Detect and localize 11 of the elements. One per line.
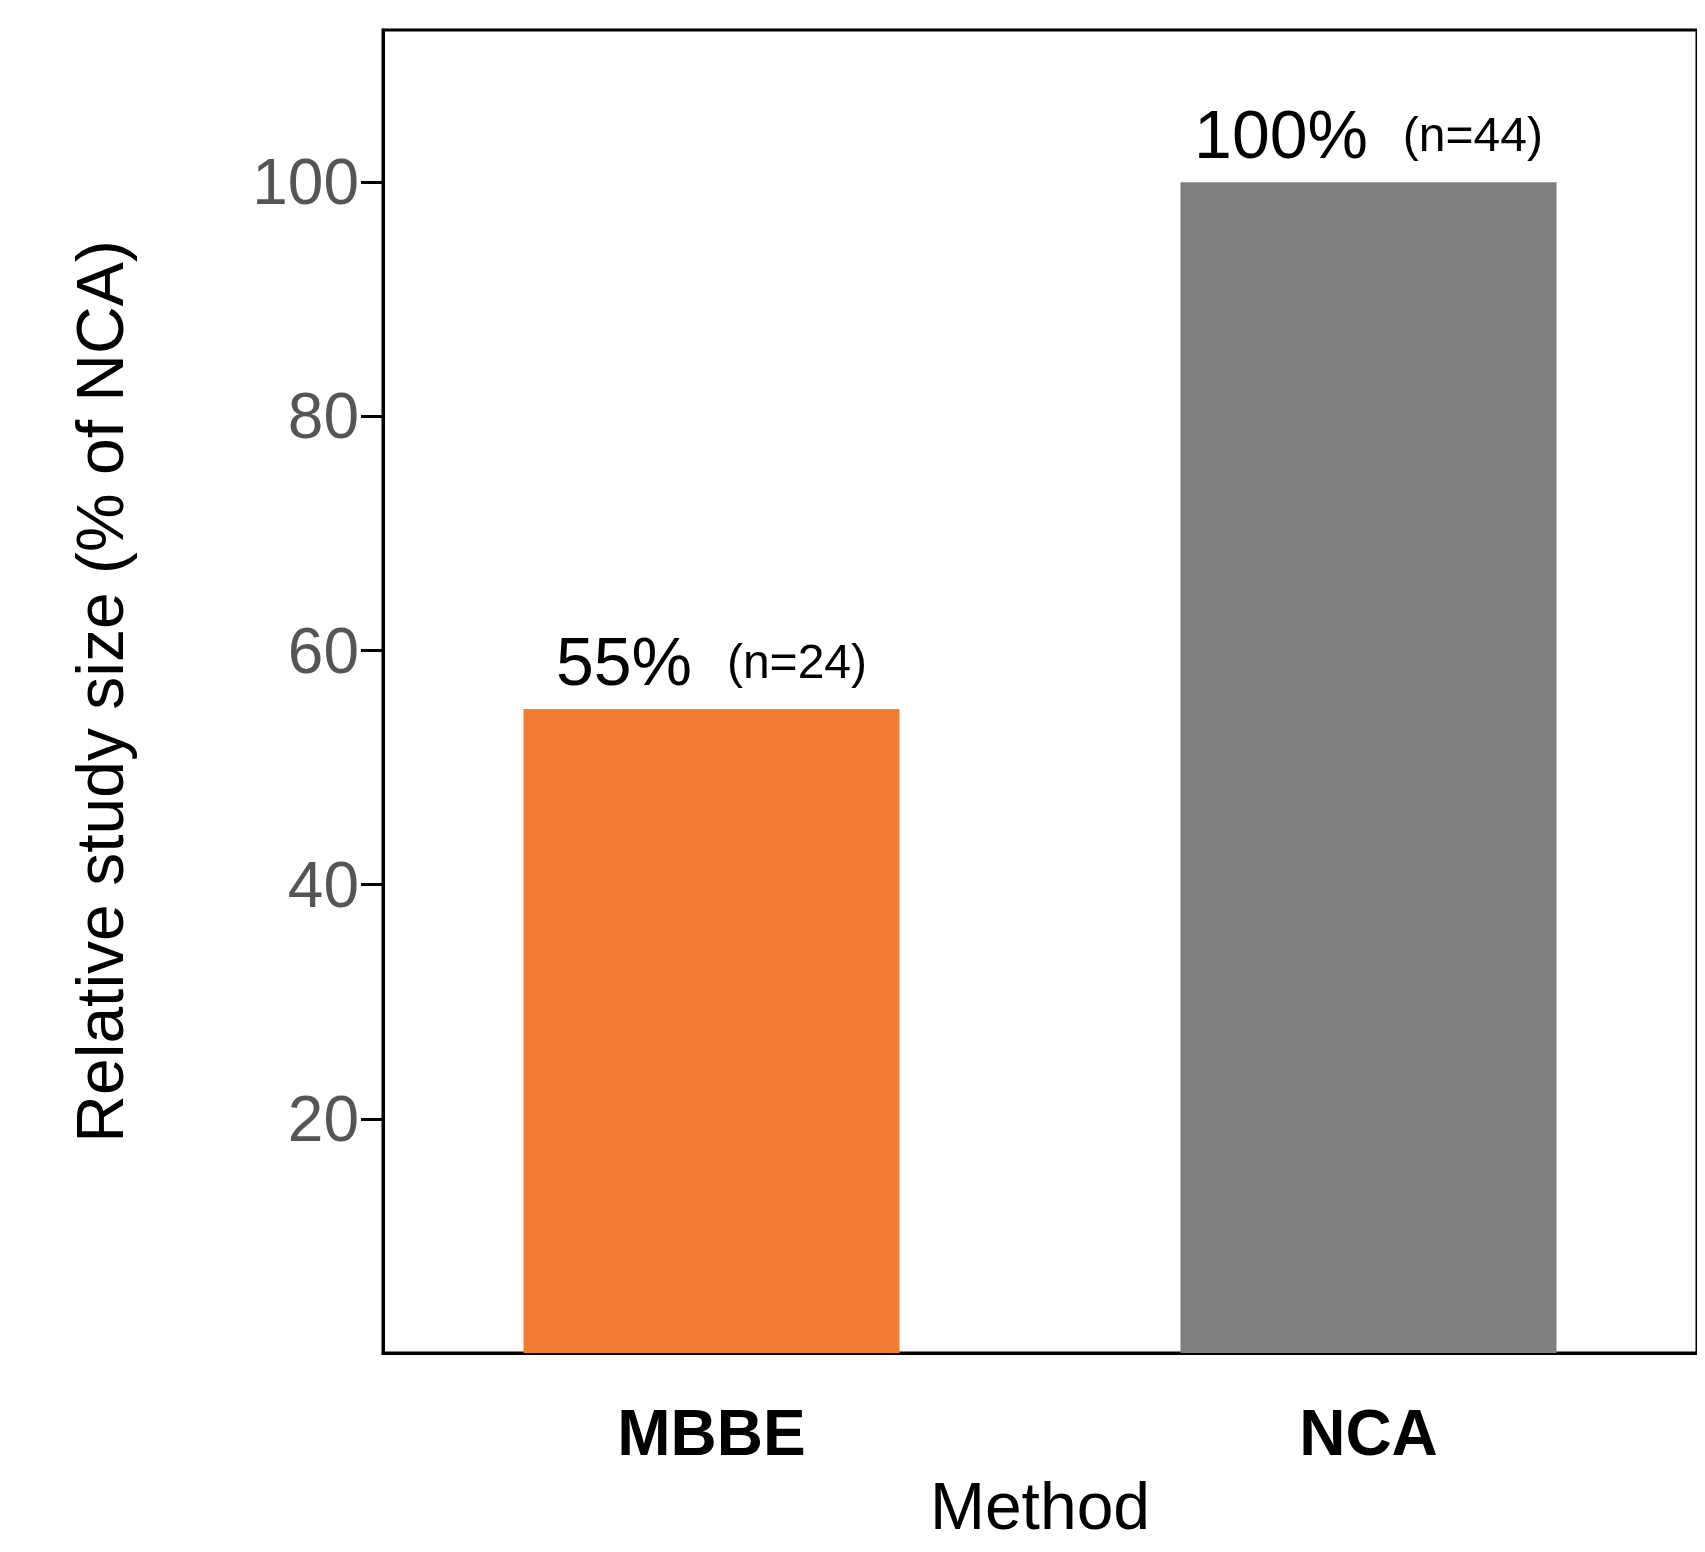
x-axis-title: Method <box>929 1469 1151 1543</box>
data-label: 100% (n=44) <box>1194 96 1543 173</box>
y-tick-label: 20 <box>287 1082 359 1155</box>
y-tick-label: 60 <box>287 614 359 687</box>
data-label: 55% (n=24) <box>555 623 868 700</box>
y-axis-title: Relative study size (% of NCA) <box>63 240 137 1143</box>
x-tick-label: NCA <box>1299 1397 1438 1469</box>
x-tick-label: MBBE <box>617 1397 806 1469</box>
y-tick-label: 100 <box>252 146 359 219</box>
y-tick-label: 80 <box>287 380 359 453</box>
y-tick-label: 40 <box>287 848 359 921</box>
